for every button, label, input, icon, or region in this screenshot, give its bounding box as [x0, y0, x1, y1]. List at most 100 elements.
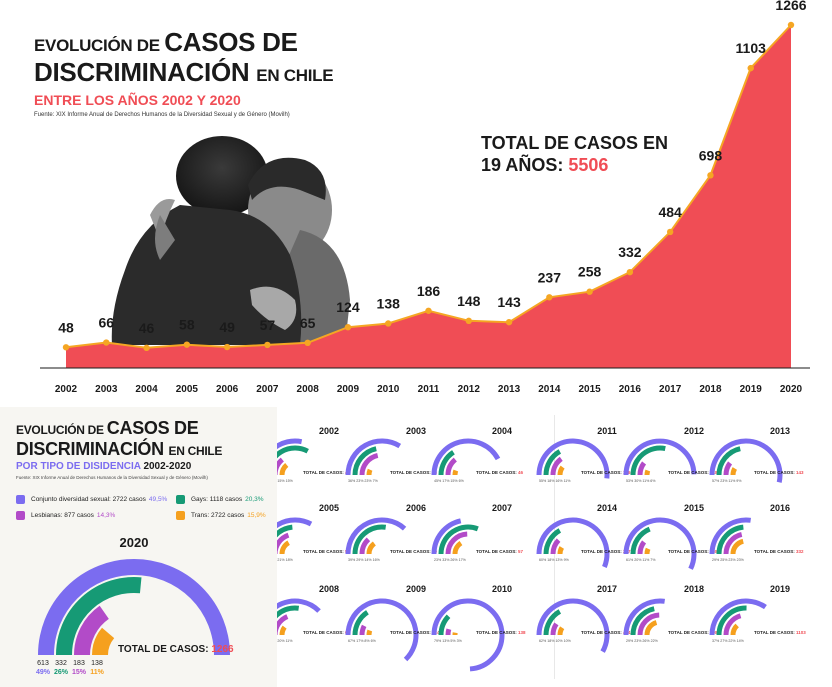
value-label: 186: [417, 283, 441, 299]
small-arc-segment: [277, 438, 303, 450]
small-arc-segment: [730, 623, 740, 636]
data-point: [143, 344, 150, 352]
small-arc-segment: [431, 598, 505, 672]
small-arc-segment: [359, 537, 371, 555]
small-arc-segment: [352, 524, 387, 555]
legend-swatch: [176, 511, 185, 520]
data-point: [707, 172, 714, 179]
year-tick: 2010: [377, 384, 400, 395]
small-pcts: 30% 35% 15% 15%: [277, 479, 294, 483]
year-2020-label: 2020: [120, 535, 149, 550]
evolution-section: 48 2002 66 2003 46 2004 58 2005 49 2006 57 2007 65 20…: [0, 0, 832, 407]
small-arc-segment: [723, 613, 742, 636]
arc-2020-value: 332: [55, 660, 67, 667]
legend-swatch: [16, 495, 25, 504]
cases-area-chart: 48 2002 66 2003 46 2004 58 2005 49 2006 57 2007 65 20…: [40, 0, 810, 395]
small-chart-year: 2008: [319, 584, 339, 594]
small-arc-segment: [550, 538, 561, 555]
small-arc-segment: [543, 449, 562, 476]
small-arc-segment: [277, 598, 321, 613]
small-total-label: TOTAL DE CASOS: 57: [476, 549, 524, 554]
value-label: 65: [300, 315, 316, 331]
data-point: [62, 344, 70, 351]
small-arc-segment: [630, 526, 651, 555]
total-2020-value: 1266: [211, 644, 234, 655]
bd-title-big2: DISCRIMINACIÓN: [16, 439, 164, 459]
arc-2020-segment: [92, 627, 115, 656]
small-chart-year: 2006: [406, 503, 426, 513]
small-arc-segment: [709, 438, 783, 483]
small-arc-segment: [536, 598, 610, 653]
small-arc-segment: [352, 446, 377, 476]
small-total-value: 138: [518, 630, 526, 635]
data-point: [344, 323, 352, 331]
small-arc-segment: [723, 461, 733, 476]
legend-label: Gays: 1118 casos: [191, 496, 243, 503]
value-label: 1103: [736, 40, 767, 56]
small-pcts: 67% 17% 8% 6%: [348, 639, 377, 643]
small-arc-segment: [644, 547, 651, 555]
year-tick: 2018: [699, 384, 722, 395]
small-chart-year: 2003: [406, 426, 426, 436]
small-pcts: 61% 20% 11% 7%: [626, 558, 656, 562]
data-point: [385, 320, 392, 327]
small-arc-segment: [550, 456, 563, 476]
data-point: [183, 341, 191, 348]
year-tick: 2019: [740, 384, 763, 395]
legend-label: Lesbianas: 877 casos: [31, 512, 94, 519]
value-label: 138: [377, 295, 401, 311]
small-arc-segment: [279, 540, 291, 555]
small-chart-year: 2013: [770, 426, 790, 436]
small-chart-year: 2012: [684, 426, 704, 436]
small-chart-year: 2014: [597, 503, 617, 513]
small-arc-segment: [431, 438, 501, 476]
small-chart-year: 2005: [319, 503, 339, 513]
small-arc-segment: [438, 614, 451, 636]
small-arc-segment: [445, 531, 468, 555]
value-label: 46: [139, 320, 155, 336]
small-arc-segment: [557, 546, 565, 555]
legend-label: Conjunto diversidad sexual: 2722 casos: [31, 496, 146, 503]
small-arc-segment: [543, 609, 562, 636]
small-chart-year: 2002: [319, 426, 339, 436]
value-label: 1266: [775, 0, 806, 13]
legend-pct: 49,5%: [148, 496, 168, 503]
small-total-value: 57: [518, 549, 524, 554]
small-arc-segment: [279, 463, 289, 476]
legend-item: Conjunto diversidad sexual: 2722 casos 4…: [16, 495, 167, 504]
year-tick: 2016: [619, 384, 642, 395]
bd-subtitle-years: 2002-2020: [143, 461, 192, 472]
value-label: 143: [497, 294, 521, 310]
arc-2020-pct: 49%: [36, 669, 51, 676]
small-pcts: 53% 30% 11% 6%: [626, 479, 656, 483]
year-tick: 2015: [578, 384, 601, 395]
year-tick: 2009: [337, 384, 360, 395]
small-chart-year: 2010: [492, 584, 512, 594]
total-value: 5506: [568, 155, 609, 175]
small-pcts: 57% 23% 11% 9%: [712, 479, 742, 483]
small-arc-segment: [359, 453, 379, 476]
title-pre: EVOLUCIÓN DE: [34, 36, 160, 55]
bd-subtitle: POR TIPO DE DISIDENCIA: [16, 461, 141, 472]
small-chart-year: 2015: [684, 503, 704, 513]
small-total-value: 46: [518, 470, 524, 475]
small-arc-segment: [623, 438, 697, 476]
small-chart-year: 2011: [597, 426, 617, 436]
legend-swatch: [176, 495, 185, 504]
arc-2020-pct: 15%: [72, 669, 87, 676]
small-arc-segment: [637, 461, 647, 476]
small-chart-year: 2007: [492, 503, 512, 513]
small-pcts: 29% 25% 23% 23%: [712, 558, 745, 562]
year-tick: 2020: [780, 384, 803, 395]
small-arc-segment: [366, 468, 373, 476]
data-point: [666, 228, 674, 236]
small-total-value: 332: [796, 549, 804, 554]
small-arc-segment: [536, 517, 610, 568]
value-label: 48: [58, 319, 74, 335]
year-tick: 2017: [659, 384, 682, 395]
small-arc-segment: [716, 446, 741, 476]
small-arc-segment: [345, 598, 419, 662]
small-arc-segment: [723, 532, 743, 555]
small-pcts: 45% 17% 15% 6%: [434, 479, 465, 483]
